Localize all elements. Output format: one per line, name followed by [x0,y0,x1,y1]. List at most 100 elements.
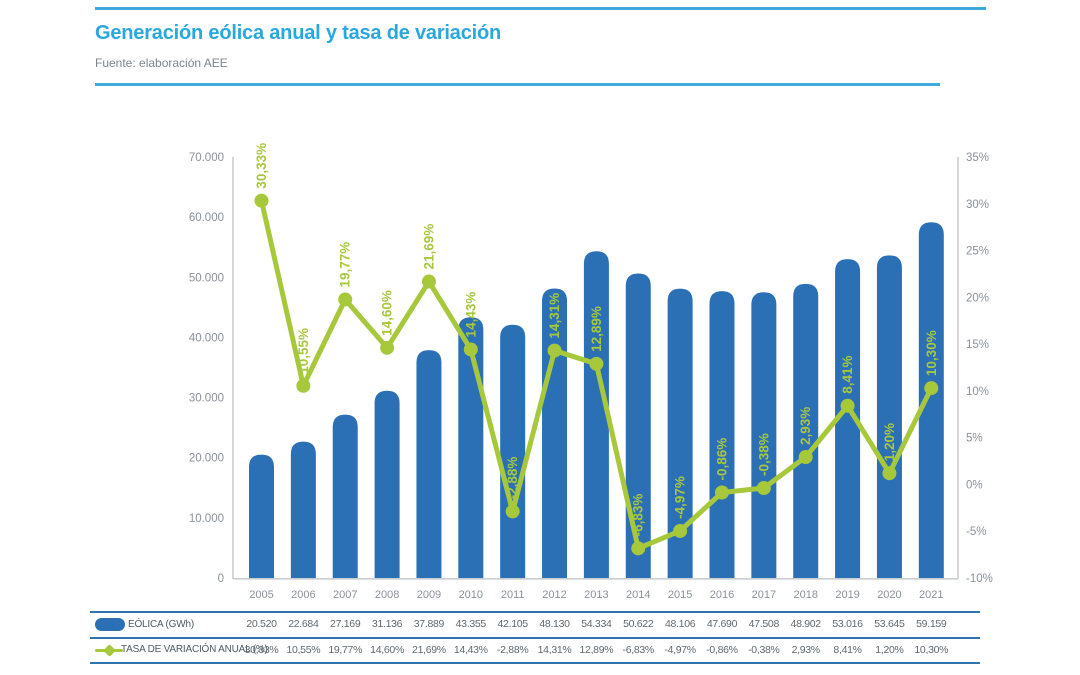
x-axis-category-label: 2018 [793,589,817,601]
bar-2016 [709,291,735,578]
right-axis-tick-label: 15% [966,339,989,351]
table-row-label-0: EÓLICA (GWh) [128,618,194,630]
line-marker-2011 [505,504,520,519]
line-marker-2019 [840,398,855,413]
line-marker-2008 [380,340,395,355]
table-cell: 14,60% [370,643,404,656]
table-cell: 8,41% [833,643,862,656]
line-marker-2015 [673,523,688,538]
data-label-2018: 2,93% [798,407,813,445]
data-label-2005: 30,33% [254,143,269,189]
left-axis-tick-label: 60.000 [189,212,224,224]
table-cell: 42.105 [497,618,529,630]
table-cell: 47.690 [706,618,738,630]
line-marker-2014 [631,541,646,556]
data-label-2013: 12,89% [589,306,604,352]
data-label-2017: -0,38% [756,433,771,476]
data-label-2021: 10,30% [924,330,939,376]
left-axis-tick-label: 10.000 [189,513,224,525]
data-label-2014: -6,83% [631,494,646,537]
table-cell: -6,83% [622,643,655,656]
data-label-2006: 10,55% [296,328,311,374]
x-axis-category-label: 2010 [459,589,483,601]
x-axis-category-label: 2007 [333,589,357,601]
left-axis-tick-label: 50.000 [189,272,224,284]
data-label-2010: 14,43% [463,292,478,338]
bar-2013 [583,251,609,579]
table-cell: 54.334 [581,618,612,630]
bar-2005 [249,454,274,578]
line-marker-2018 [798,450,813,465]
left-axis-tick-label: 0 [218,573,224,585]
table-cell: -4,97% [664,643,696,656]
eolica-legend-swatch-icon [95,618,125,631]
table-cell: 21,69% [412,643,446,656]
bar-2009 [416,350,442,578]
x-axis-category-label: 2014 [626,589,650,601]
data-label-2016: -0,86% [714,438,729,481]
page-title: Generación eólica anual y tasa de variac… [95,22,502,44]
table-cell: 10,30% [914,643,949,656]
bar-2018 [793,283,819,578]
bar-2008 [374,390,400,578]
data-label-2015: -4,97% [673,476,688,519]
left-axis-tick-label: 40.000 [189,332,224,344]
x-axis-category-label: 2019 [835,589,859,601]
table-cell: 19,77% [328,643,363,656]
x-axis-category-label: 2011 [501,589,525,601]
left-axis-tick-label: 70.000 [189,152,224,164]
table-cell: 10,55% [286,643,321,656]
x-axis-category-label: 2020 [877,589,901,601]
table-separator-line-2 [90,662,980,664]
bar-2011 [500,324,526,578]
line-marker-2010 [463,342,478,357]
x-axis-category-label: 2006 [291,589,315,601]
line-marker-2021 [924,381,939,396]
bar-2015 [667,288,693,578]
data-label-2008: 14,60% [380,290,395,336]
line-marker-2005 [254,193,269,208]
x-axis-category-label: 2008 [375,589,399,601]
source-caption: Fuente: elaboración AEE [95,56,228,70]
bar-2019 [835,259,861,578]
table-cell: 37.889 [413,618,445,630]
table-cell: -0,86% [706,643,738,656]
line-marker-2013 [589,356,604,371]
table-cell: 12,89% [579,643,614,656]
table-cell: 59.159 [916,618,947,630]
table-separator-line-1 [90,637,980,639]
bar-2021 [918,222,944,578]
header-divider [95,83,940,86]
table-cell: -0,38% [748,643,780,656]
x-axis-category-label: 2005 [249,589,273,601]
table-cell: 53.016 [832,618,863,630]
table-cell: 22.684 [288,618,319,630]
table-cell: 48.130 [539,618,570,630]
table-cell: 2,93% [791,643,821,656]
table-cell: 31.136 [371,618,403,630]
right-axis-tick-label: 30% [966,199,989,211]
line-marker-2017 [756,480,771,495]
line-marker-2009 [421,274,436,289]
bar-2014 [625,273,651,578]
table-cell: 27.169 [330,618,361,630]
table-cell: 48.902 [790,618,822,630]
table-row-label-1: TASA DE VARIACIÓN ANUAL (%) [121,644,268,655]
bar-2017 [751,292,777,578]
right-axis-tick-label: 5% [966,433,983,445]
x-axis-category-label: 2016 [710,589,734,601]
bar-2007 [332,414,358,578]
table-cell: 47.508 [748,618,780,630]
data-label-2007: 19,77% [338,242,353,288]
line-marker-2012 [547,343,562,358]
table-separator-line-0 [90,611,980,613]
top-accent-line [95,7,986,10]
x-axis-category-label: 2013 [584,589,608,601]
data-label-2012: 14,31% [547,293,562,339]
right-axis-tick-label: 25% [966,246,989,258]
data-label-2009: 21,69% [421,224,436,270]
x-axis-category-label: 2009 [417,589,441,601]
table-cell: 53.645 [874,618,905,630]
